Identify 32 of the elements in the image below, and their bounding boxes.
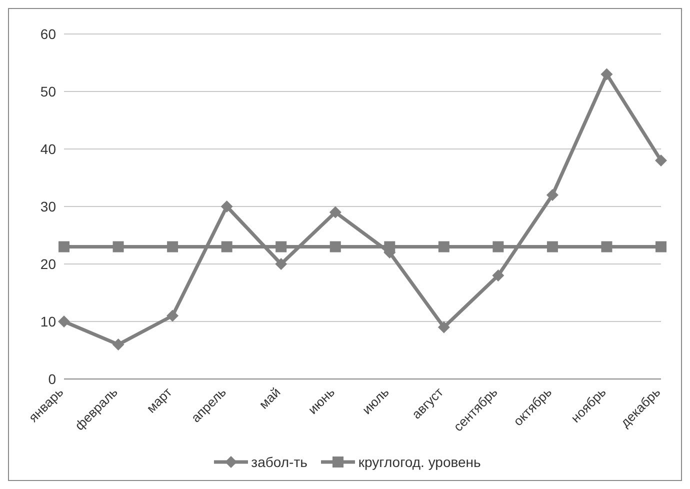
point — [600, 68, 613, 80]
y-tick-label: 60 — [40, 26, 56, 42]
y-tick-label: 50 — [40, 83, 56, 100]
point — [112, 241, 124, 252]
point — [275, 258, 288, 270]
point — [492, 270, 504, 282]
point — [166, 310, 179, 322]
x-tick-label: май — [256, 384, 284, 412]
y-tick-label: 20 — [40, 256, 56, 272]
point — [546, 189, 558, 201]
point — [330, 241, 341, 252]
y-tick-label: 40 — [40, 140, 56, 157]
point — [58, 241, 70, 252]
point — [655, 154, 667, 166]
point — [329, 206, 342, 218]
point — [58, 316, 70, 328]
point — [276, 241, 287, 252]
y-tick-label: 10 — [40, 313, 56, 330]
legend-label: забол-ть — [251, 454, 308, 470]
point — [438, 321, 450, 334]
point — [601, 241, 612, 252]
point — [112, 338, 124, 350]
legend-label: круглогод. уровень — [358, 454, 481, 470]
point — [167, 241, 178, 252]
point — [656, 241, 666, 252]
point — [438, 241, 450, 252]
y-tick-label: 30 — [40, 198, 56, 214]
point — [221, 241, 232, 252]
point — [492, 241, 504, 252]
point — [546, 241, 558, 252]
y-tick-label: 0 — [48, 370, 56, 387]
point — [220, 200, 233, 212]
